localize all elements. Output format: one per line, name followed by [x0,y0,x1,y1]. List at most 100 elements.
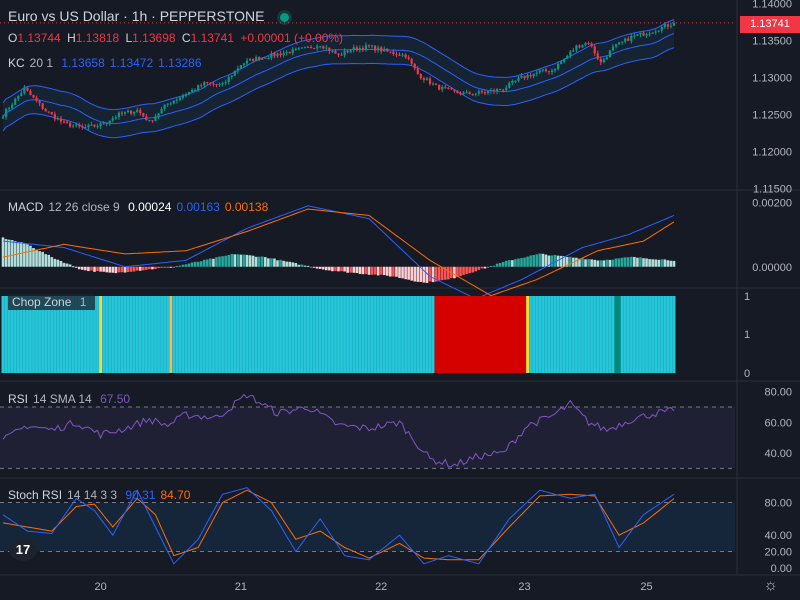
macd-hist-bar [538,253,542,267]
candle-body [203,81,206,86]
macd-hist-bar [608,259,612,267]
candle-body [422,78,425,80]
rsi-name: RSI [8,392,29,406]
macd-hist-bar [532,255,535,267]
open-value: 1.13744 [17,31,61,45]
chop-tick-2: 0 [744,368,750,380]
macd-legend[interactable]: MACD 12 26 close 9 0.00024 0.00163 0.00138 [8,200,273,214]
macd-hist-bar [550,255,554,267]
macd-hist-bar [62,262,66,267]
candle-body [633,35,636,37]
candle-body [148,120,151,122]
candle-body [224,82,227,84]
candle-body [468,92,471,95]
macd-hist-bar [395,266,398,277]
candle-body [233,70,236,76]
macd-hist-bar [633,256,636,267]
time-tick-25: 25 [640,581,652,593]
candle-body [419,73,422,79]
macd-hist-bar [233,254,237,267]
candle-body [306,46,310,48]
symbol-title-text: Euro vs US Dollar · 1h · PEPPERSTONE [8,8,265,24]
macd-hist-bar [611,259,615,267]
settings-gear-icon[interactable]: ☼ [763,577,778,594]
candle-body [389,51,392,53]
candle-body [532,73,535,77]
macd-hist-bar [32,248,35,267]
macd-hist-bar [465,266,468,275]
candle-body [431,83,435,85]
candle-body [328,47,331,52]
macd-hist-bar [71,266,75,268]
candle-body [352,47,355,51]
candle-body [123,112,127,114]
macd-hist-bar [651,259,654,267]
candle-body [221,83,224,85]
candle-body [139,109,142,114]
macd-hist-bar [224,255,227,267]
candle-body [17,95,20,99]
macd-hist-bar [456,266,459,278]
kc-legend[interactable]: KC 20 1 1.13658 1.13472 1.13286 [8,56,207,70]
candle-body [331,50,334,52]
macd-hist-bar [422,266,426,283]
macd-hist-bar [398,266,401,278]
macd-hist-bar [654,259,657,267]
candle-body [453,89,456,92]
low-value: 1.13698 [132,31,176,45]
candle-body [590,43,593,47]
macd-hist-bar [53,258,57,267]
candle-body [416,68,419,74]
chop-legend[interactable]: Chop Zone 1 [8,294,100,310]
tradingview-logo-icon[interactable]: 17 [9,539,37,561]
symbol-title[interactable]: Euro vs US Dollar · 1h · PEPPERSTONE [8,8,290,24]
rsi-value: 67.50 [100,392,131,406]
candle-body [627,38,630,41]
macd-hist-bar [145,266,148,270]
macd-hist-bar [349,266,352,273]
candle-body [572,50,575,52]
macd-hist-bar [346,266,349,273]
candle-body [349,50,352,53]
macd-hist-bar [203,259,206,267]
macd-hist-bar [1,237,5,267]
candle-body [370,45,374,47]
macd-hist-bar [492,265,496,267]
candle-body [130,110,133,114]
macd-hist-bar [312,266,316,268]
rsi-legend[interactable]: RSI 14 SMA 14 67.50 [8,392,135,406]
kc-band-fill [3,19,674,138]
candle-body [245,60,249,64]
stoch-legend[interactable]: Stoch RSI 14 14 3 3 90.31 84.70 [8,488,195,502]
macd-hist-bar [23,243,26,267]
candle-body [175,99,178,101]
candle-body [636,34,639,36]
macd-line-value: 0.00163 [176,200,220,214]
macd-signal-line [2,208,675,297]
candle-body [563,58,566,62]
price-tick-3: 1.12500 [752,110,792,122]
candle-body [410,58,413,64]
macd-hist-bar [300,264,304,267]
macd-hist-bar [581,258,584,267]
candle-body [474,93,477,95]
candle-body [404,54,407,58]
macd-hist-bar [157,266,160,269]
candle-body [541,69,544,71]
macd-hist-bar [288,261,291,267]
candle-body [206,81,209,84]
macd-hist-bar [38,251,41,267]
candle-body [276,53,279,57]
kc-lower-line [2,47,675,139]
macd-hist-bar [154,266,157,270]
macd-hist-bar [96,266,99,272]
macd-hist-bar [367,266,371,275]
macd-tick-1: 0.00000 [752,262,792,274]
candle-body [618,42,621,45]
macd-hist-bar [541,253,545,267]
candle-body [108,120,111,124]
candle-body [316,46,319,49]
stoch-tick-1: 40.00 [764,530,792,542]
macd-hist-bar [642,258,645,267]
